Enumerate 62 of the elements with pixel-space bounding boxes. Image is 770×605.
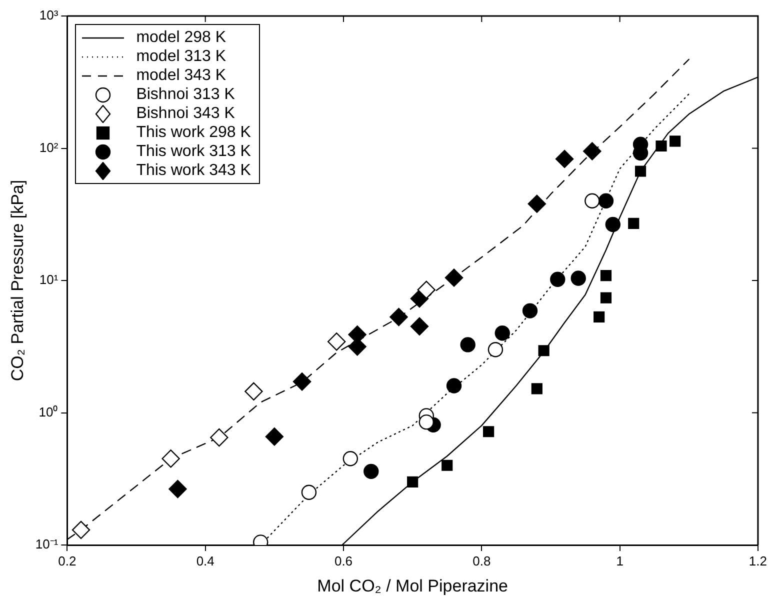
point <box>244 382 263 401</box>
x-axis-title: Mol CO₂ / Mol Piperazine <box>317 576 508 596</box>
x-tick-label: 0.8 <box>472 553 491 568</box>
point <box>265 428 284 446</box>
point <box>594 311 605 323</box>
point <box>494 326 510 341</box>
y-tick-label: 10¹ <box>39 272 59 288</box>
legend-label: model 298 K <box>136 28 226 47</box>
point <box>531 383 542 394</box>
point <box>327 332 346 351</box>
y-tick-label: 10³ <box>39 8 59 23</box>
legend-label: This work 313 K <box>136 142 251 161</box>
point <box>418 414 434 430</box>
x-tick-label: 1.2 <box>748 553 768 568</box>
point <box>301 484 317 500</box>
legend-label: Bishnoi 343 K <box>136 104 235 123</box>
point <box>550 272 566 287</box>
legend-label: This work 343 K <box>136 161 251 180</box>
point <box>628 218 640 229</box>
legend-label: Bishnoi 313 K <box>136 85 235 104</box>
point <box>364 464 379 480</box>
legend-label: model 343 K <box>136 66 226 85</box>
point <box>522 303 538 318</box>
point <box>444 268 464 287</box>
point <box>538 345 550 356</box>
point <box>410 317 429 336</box>
point <box>598 193 614 208</box>
x-tick-label: 0.4 <box>196 553 214 568</box>
y-axis-title: CO₂ Partial Pressure [kPa] <box>8 180 27 382</box>
point <box>446 378 462 394</box>
point <box>342 451 358 466</box>
point <box>555 150 574 168</box>
point <box>670 136 681 147</box>
point <box>407 476 418 488</box>
point <box>600 292 612 304</box>
y-tick-label: 10² <box>39 140 59 155</box>
x-tick-label: 1 <box>616 553 624 568</box>
point <box>528 194 546 213</box>
y-tick-label: 10⁻¹ <box>35 536 59 552</box>
legend-label: This work 298 K <box>136 123 251 142</box>
x-tick-label: 0.2 <box>58 553 76 568</box>
point <box>390 308 408 326</box>
point <box>162 450 180 468</box>
point <box>292 372 312 391</box>
point <box>168 480 187 498</box>
point <box>210 428 228 447</box>
legend-label: model 313 K <box>136 47 226 66</box>
y-tick-label: 10⁰ <box>38 404 58 420</box>
x-tick-label: 0.6 <box>334 553 353 568</box>
point <box>460 337 476 352</box>
point <box>570 270 586 286</box>
point <box>634 166 646 177</box>
point <box>656 140 667 152</box>
point <box>417 280 436 299</box>
point <box>72 520 90 540</box>
point <box>600 270 612 282</box>
point <box>488 342 504 358</box>
point <box>442 460 453 471</box>
point <box>483 426 494 438</box>
point <box>583 142 602 160</box>
point <box>584 193 600 208</box>
point <box>605 216 620 232</box>
